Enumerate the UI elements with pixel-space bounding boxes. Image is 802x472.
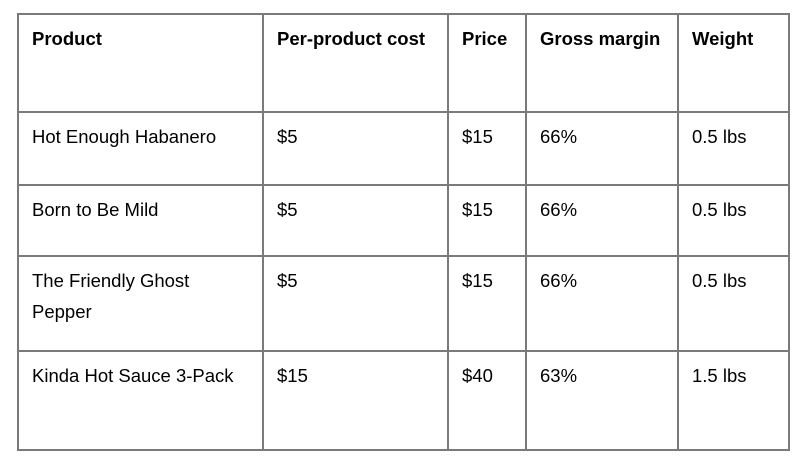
table-row: Hot Enough Habanero $5 $15 66% 0.5 lbs	[17, 111, 790, 186]
header-cell-product: Product	[17, 13, 264, 113]
cell-weight: 0.5 lbs	[677, 184, 790, 257]
cell-gross-margin: 66%	[525, 184, 679, 257]
cell-product: The Friendly Ghost Pepper	[17, 255, 264, 352]
cell-gross-margin: 66%	[525, 255, 679, 352]
cell-product: Hot Enough Habanero	[17, 111, 264, 186]
cell-price: $15	[447, 111, 527, 186]
cell-per-product-cost: $5	[262, 255, 449, 352]
table-header-row: Product Per-product cost Price Gross mar…	[17, 13, 790, 113]
table-row: Kinda Hot Sauce 3-Pack $15 $40 63% 1.5 l…	[17, 350, 790, 451]
cell-gross-margin: 66%	[525, 111, 679, 186]
header-cell-price: Price	[447, 13, 527, 113]
table-row: Born to Be Mild $5 $15 66% 0.5 lbs	[17, 184, 790, 257]
product-pricing-table: Product Per-product cost Price Gross mar…	[17, 13, 790, 451]
cell-per-product-cost: $5	[262, 184, 449, 257]
table-row: The Friendly Ghost Pepper $5 $15 66% 0.5…	[17, 255, 790, 352]
cell-per-product-cost: $5	[262, 111, 449, 186]
cell-per-product-cost: $15	[262, 350, 449, 451]
cell-price: $15	[447, 184, 527, 257]
cell-weight: 0.5 lbs	[677, 255, 790, 352]
cell-product: Born to Be Mild	[17, 184, 264, 257]
cell-weight: 1.5 lbs	[677, 350, 790, 451]
cell-price: $40	[447, 350, 527, 451]
cell-product: Kinda Hot Sauce 3-Pack	[17, 350, 264, 451]
cell-gross-margin: 63%	[525, 350, 679, 451]
header-cell-gross-margin: Gross margin	[525, 13, 679, 113]
cell-price: $15	[447, 255, 527, 352]
cell-weight: 0.5 lbs	[677, 111, 790, 186]
header-cell-weight: Weight	[677, 13, 790, 113]
header-cell-per-product-cost: Per-product cost	[262, 13, 449, 113]
